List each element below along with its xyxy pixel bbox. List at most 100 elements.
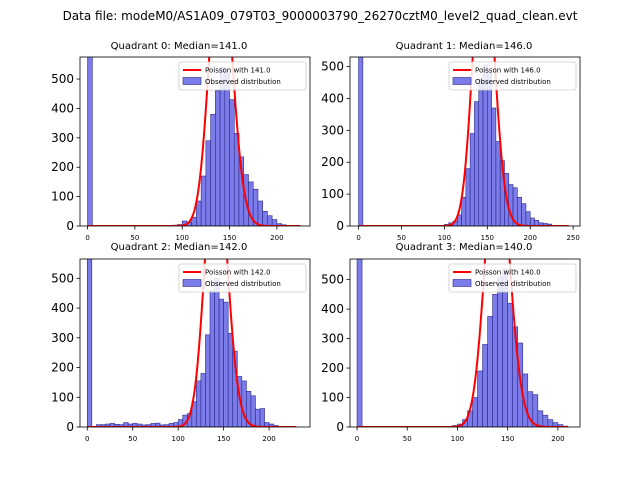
- q1-xtick-label: 100: [438, 234, 451, 242]
- q2-histogram-bar: [250, 395, 256, 427]
- q3-xtick-label: 50: [403, 435, 412, 443]
- q0-histogram-bar: [196, 200, 202, 226]
- q1-histogram-bar: [487, 72, 492, 226]
- q2-histogram-bar: [255, 408, 261, 427]
- quadrant-1-title: Quadrant 1: Median=146.0: [396, 41, 533, 52]
- q0-ytick-label: 200: [51, 160, 74, 174]
- q3-xtick-label: 200: [551, 435, 564, 443]
- q2-ytick-label: 0: [66, 420, 74, 434]
- q3-histogram-bar: [487, 316, 493, 427]
- q2-ytick-label: 400: [51, 301, 74, 315]
- figure-suptitle: Data file: modeM0/AS1A09_079T03_90000037…: [63, 9, 578, 23]
- q1-legend-observed-swatch: [452, 77, 472, 85]
- q3-xtick-label: 100: [451, 435, 464, 443]
- q1-xtick-label: 150: [481, 234, 494, 242]
- q2-xtick-label: 150: [217, 435, 230, 443]
- q1-histogram-bar: [491, 107, 497, 226]
- q0-legend: Poisson with 141.0 Observed distribution: [178, 61, 307, 91]
- q3-ytick-label: 100: [321, 391, 344, 405]
- q2-histogram-bar: [259, 408, 265, 427]
- quadrant-2-title: Quadrant 2: Median=142.0: [111, 242, 248, 253]
- q2-histogram-bar: [205, 334, 211, 427]
- q3-legend-poisson-label: Poisson with 140.0: [475, 269, 541, 277]
- q0-legend-observed-label: Observed distribution: [205, 78, 281, 86]
- q3-histogram-bar: [482, 344, 488, 427]
- q1-ytick-label: 400: [321, 91, 344, 105]
- q0-legend-poisson-label: Poisson with 141.0: [205, 67, 271, 75]
- q1-xtick-label: 50: [397, 234, 406, 242]
- q0-histogram-bar: [229, 99, 235, 226]
- q0-legend-box: [178, 61, 307, 91]
- q0-xtick-label: 0: [85, 234, 89, 242]
- q3-histogram-bar: [477, 370, 483, 427]
- quadrant-2-panel: 0 100 200 300 400 500 0 50 100 150 200 Poisson with…: [51, 242, 311, 443]
- q0-histogram-bar: [271, 219, 278, 226]
- q1-histogram-bar: [529, 217, 535, 226]
- q0-ytick-label: 300: [51, 131, 74, 145]
- q0-legend-observed-swatch: [182, 77, 202, 85]
- q1-histogram-bar: [461, 197, 467, 226]
- q3-legend-observed-swatch: [452, 279, 472, 287]
- q0-histogram-bar: [215, 90, 221, 226]
- q3-histogram-bar: [492, 294, 498, 427]
- q0-histogram-bar: [200, 175, 207, 226]
- q1-histogram-bar: [358, 57, 364, 226]
- q0-histogram-bar: [224, 72, 230, 226]
- q0-xtick-label: 50: [130, 234, 139, 242]
- q0-xtick-label: 200: [270, 234, 283, 242]
- q1-ytick-label: 500: [321, 60, 344, 74]
- quadrant-3-title: Quadrant 3: Median=140.0: [396, 242, 533, 253]
- q1-histogram-bar: [478, 79, 484, 226]
- q3-histogram-bar: [497, 276, 503, 427]
- q0-xtick-label: 100: [176, 234, 189, 242]
- q1-histogram-bar: [469, 133, 475, 226]
- q1-histogram-bar: [517, 197, 522, 226]
- q2-legend-observed-swatch: [182, 279, 202, 287]
- q1-xtick-label: 250: [566, 234, 579, 242]
- q3-histogram-bar: [507, 302, 514, 427]
- quadrant-0-panel: 0 100 200 300 400 500 0 50 100 150 200 Poisson with…: [51, 41, 311, 242]
- q2-xtick-label: 200: [262, 435, 275, 443]
- q1-ytick-label: 300: [321, 123, 344, 137]
- q3-histogram-bar: [542, 414, 549, 427]
- q3-ytick-label: 200: [321, 361, 344, 375]
- q2-histogram-bar: [214, 278, 220, 427]
- q1-histogram-bar: [495, 141, 501, 226]
- q1-axes-frame: [349, 56, 581, 227]
- q2-histogram-bar: [227, 333, 234, 427]
- quadrant-0-title: Quadrant 0: Median=141.0: [111, 41, 248, 52]
- q1-xtick-label: 0: [356, 234, 360, 242]
- q2-xtick-label: 100: [171, 435, 184, 443]
- q1-poisson-curve: [358, 57, 569, 226]
- q1-legend: Poisson with 146.0 Observed distribution: [448, 61, 577, 91]
- q0-ytick-label: 100: [51, 190, 74, 204]
- q3-ytick-label: 500: [321, 273, 344, 287]
- q2-histogram-bar: [196, 380, 202, 427]
- q1-legend-poisson-label: Poisson with 146.0: [475, 67, 541, 75]
- q3-ytick-label: 400: [321, 302, 344, 316]
- q0-poisson-curve: [87, 57, 301, 226]
- q0-ytick-label: 0: [66, 219, 74, 233]
- q0-histogram-bar: [267, 215, 273, 226]
- q2-histogram-bar: [200, 373, 206, 427]
- q3-axes-frame: [349, 258, 581, 428]
- q1-histogram-bar: [525, 211, 531, 226]
- q3-legend-box: [448, 263, 577, 293]
- q1-legend-observed-label: Observed distribution: [475, 78, 551, 86]
- quadrant-1-panel: 0 100 200 300 400 500 0 50 100 150 200 250 Poisson w…: [321, 41, 581, 242]
- q1-histogram-bar: [521, 203, 527, 226]
- q3-histogram-bar: [502, 269, 508, 427]
- q2-ytick-label: 300: [51, 331, 74, 345]
- q1-legend-box: [448, 61, 577, 91]
- q0-bars: [87, 57, 287, 226]
- q0-ytick-label: 500: [51, 72, 74, 86]
- q2-ytick-label: 500: [51, 271, 74, 285]
- q2-legend: Poisson with 142.0 Observed distribution: [178, 263, 307, 293]
- q3-xtick-label: 150: [501, 435, 514, 443]
- q2-legend-observed-label: Observed distribution: [205, 280, 281, 288]
- q0-xtick-label: 150: [223, 234, 236, 242]
- q2-axes-frame: [79, 258, 311, 428]
- q0-histogram-bar: [262, 211, 268, 226]
- q2-ytick-label: 200: [51, 361, 74, 375]
